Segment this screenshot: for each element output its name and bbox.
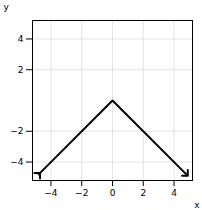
svg-text:−4: −4 xyxy=(44,188,58,198)
svg-text:4: 4 xyxy=(18,34,24,44)
svg-text:2: 2 xyxy=(140,188,146,198)
svg-text:−2: −2 xyxy=(75,188,88,198)
svg-text:y: y xyxy=(4,2,10,12)
svg-text:−2: −2 xyxy=(10,126,23,136)
svg-text:0: 0 xyxy=(110,188,116,198)
svg-text:−4: −4 xyxy=(10,157,24,167)
svg-text:2: 2 xyxy=(18,65,24,75)
svg-text:x: x xyxy=(194,200,200,210)
svg-text:4: 4 xyxy=(171,188,177,198)
